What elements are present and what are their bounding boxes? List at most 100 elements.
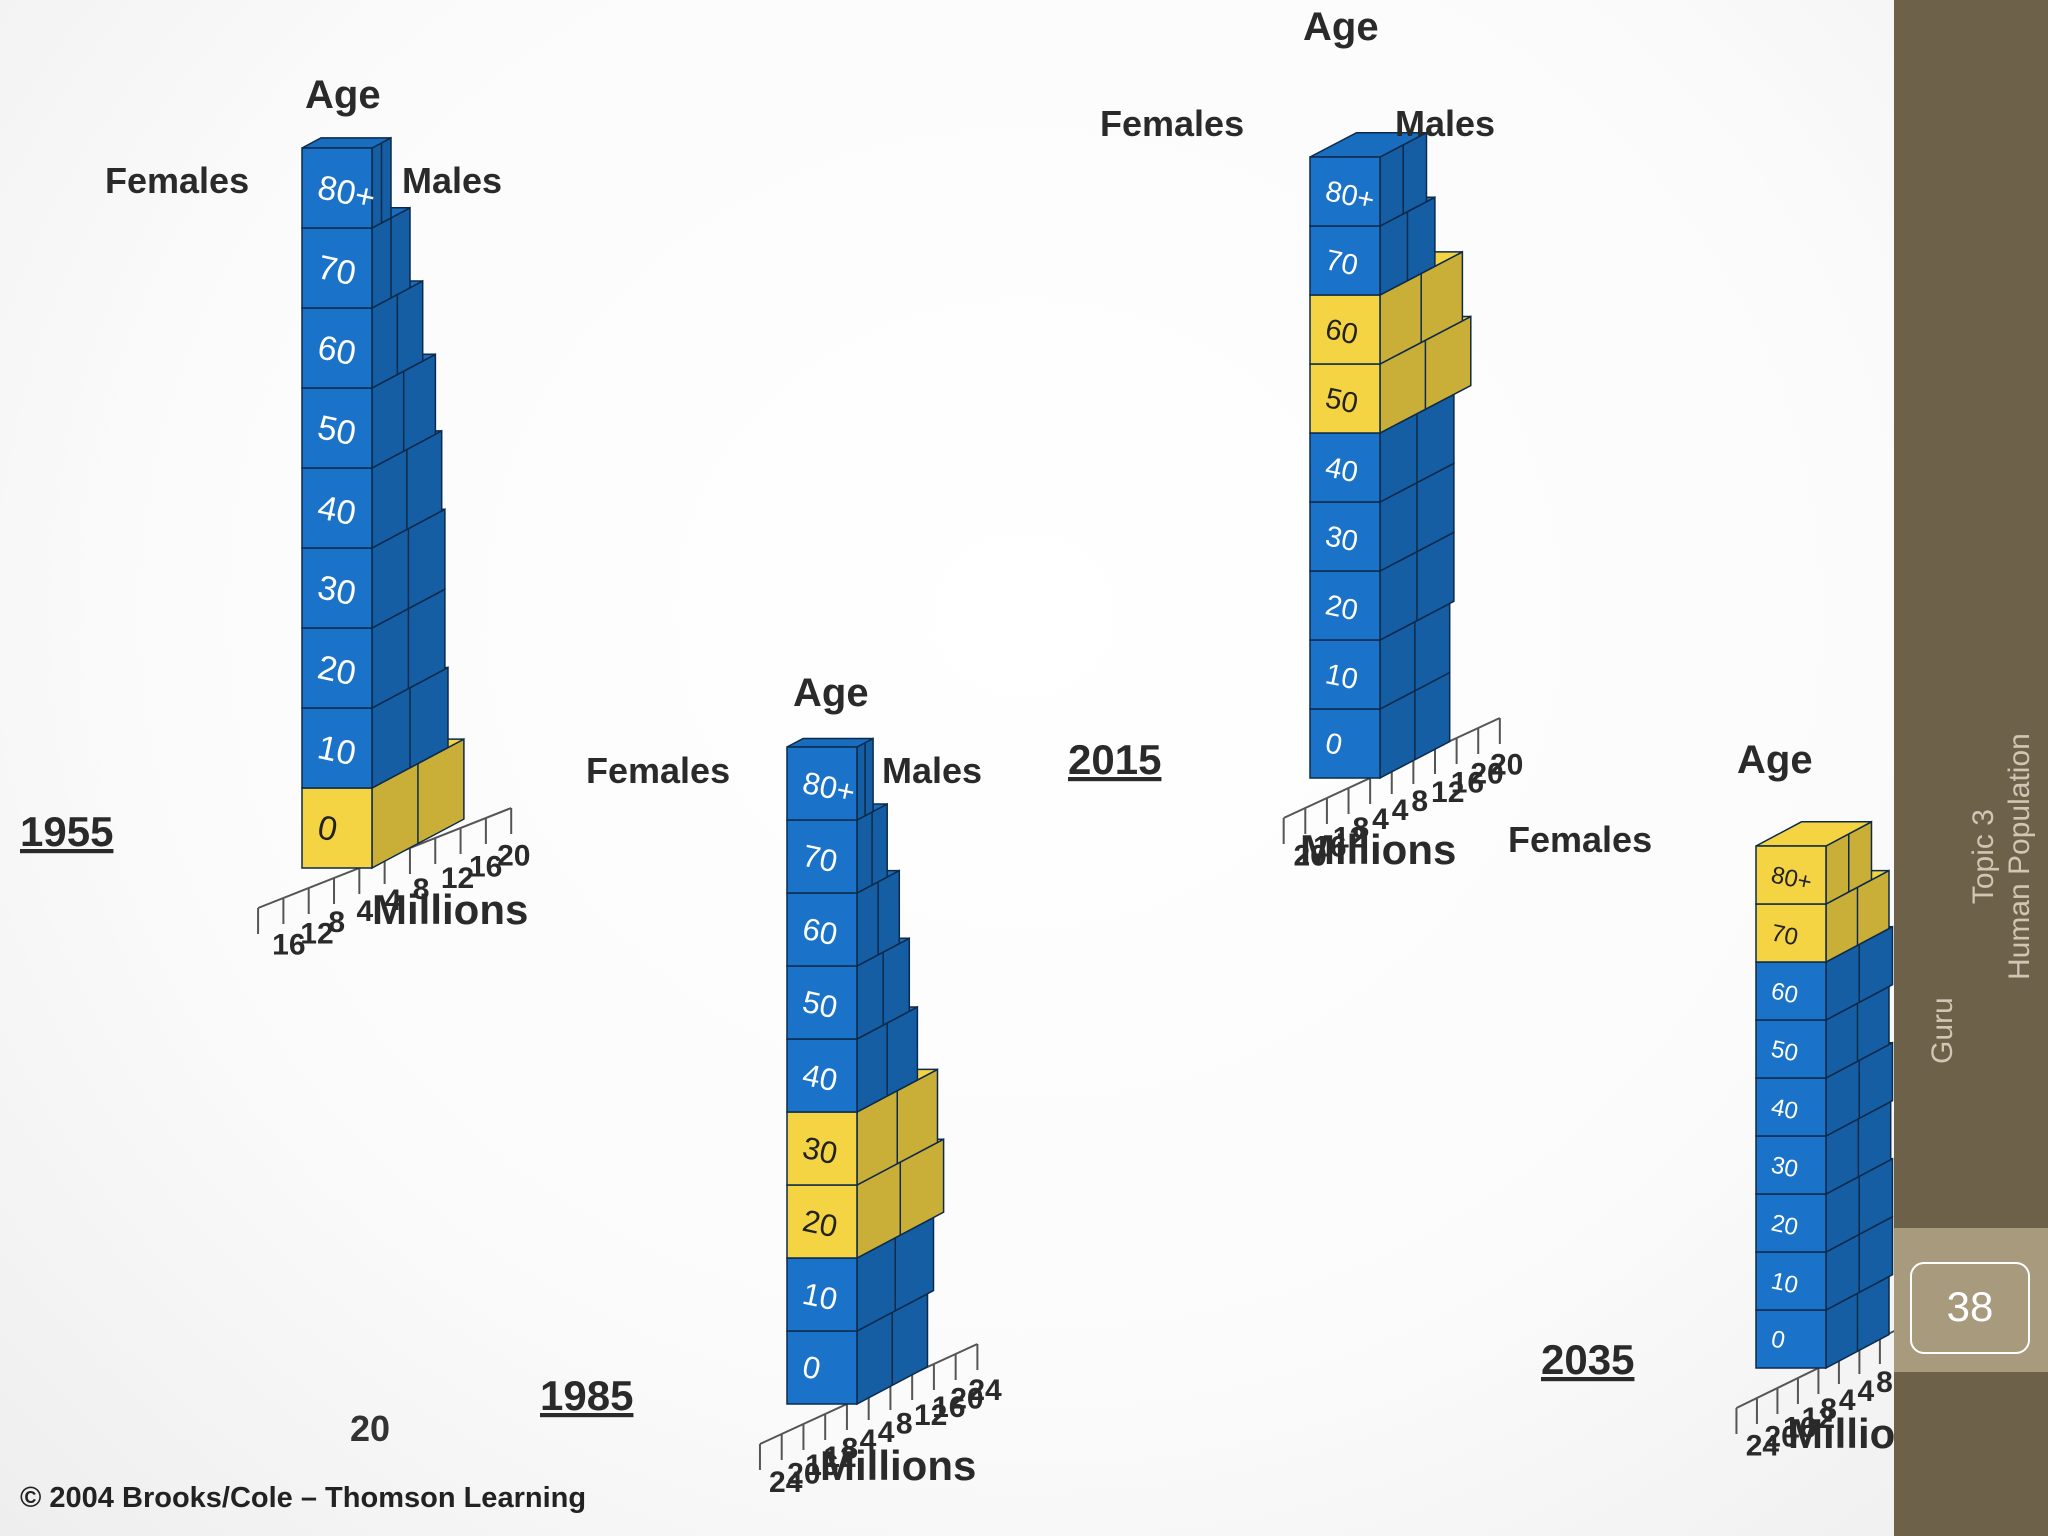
x-tick-label-1985: 4: [860, 1424, 877, 1457]
tick-label-age-2035-30: 30: [1769, 1151, 1801, 1183]
x-tick-label-2035: 12: [1802, 1402, 1835, 1435]
sidebar-subtitle: Human Population: [2003, 733, 2036, 980]
bar-front-2015-0: [1309, 708, 1381, 779]
tick-label-age-2015-20: 20: [1323, 589, 1361, 627]
stray-label: 20: [350, 1408, 391, 1449]
x-tick-label-1955: 4: [357, 895, 374, 928]
x-tick-label-1955: 8: [413, 873, 430, 906]
millions-label-2015: Millions: [1300, 826, 1456, 873]
x-tick-label-2015: 16: [1451, 767, 1484, 800]
bar-front-1985-80+: [786, 746, 858, 821]
x-tick-label-2015: 20: [1294, 839, 1327, 872]
bar-1955-80+: 80+: [301, 136, 392, 230]
males-label-1955: Males: [402, 160, 502, 201]
x-tick-label-1985: 4: [878, 1416, 895, 1449]
x-tick-label-1955: 16: [469, 851, 502, 884]
age-title-2035: Age: [1737, 738, 1813, 782]
x-tick-label-2015: 4: [1392, 794, 1409, 827]
x-tick-label-2015: 16: [1313, 830, 1346, 863]
x-tick-label-2015: 12: [1431, 776, 1464, 809]
year-label-1955: 1955: [20, 808, 113, 855]
page-number-frame: [1910, 1262, 2030, 1354]
millions-label-1985: Millions: [820, 1442, 976, 1489]
age-title-1985: Age: [793, 671, 869, 715]
x-tick-label-2015: 20: [1490, 749, 1523, 782]
x-tick-label-1985: 12: [914, 1399, 947, 1432]
x-tick-label-2035: 24: [1746, 1429, 1780, 1462]
tick-label-age-2015-60: 60: [1323, 313, 1361, 351]
males-label-2015: Males: [1395, 103, 1495, 144]
tick-label-age-1985-10: 10: [800, 1276, 841, 1317]
x-tick-label-2015: 4: [1372, 803, 1389, 836]
bar-front-2035-80+: [1755, 845, 1827, 905]
x-tick-label-1955: 20: [497, 840, 530, 873]
x-tick-label-2015: 20: [1470, 758, 1503, 791]
bar-1985-50: 50: [786, 937, 911, 1041]
tick-label-age-2035-10: 10: [1769, 1267, 1801, 1299]
x-tick-label-1985: 8: [896, 1408, 913, 1441]
tick-label-age-2015-50: 50: [1323, 382, 1361, 420]
x-tick-label-1985: 20: [787, 1458, 820, 1491]
x-tick-label-1985: 16: [932, 1391, 965, 1424]
tick-label-age-1985-50: 50: [800, 984, 841, 1025]
tick-label-age-2035-20: 20: [1769, 1209, 1801, 1241]
x-tick-label-2015: 12: [1333, 821, 1366, 854]
x-tick-label-1985: 12: [823, 1441, 856, 1474]
pyramid-2035: 01020304050607080+2035AgeFemalesMalesMil…: [1508, 738, 1894, 1462]
sidebar-title: Topic 3 Human Population: [1966, 733, 2038, 980]
females-label-2015: Females: [1100, 103, 1244, 144]
bar-2035-0: 0: [1755, 1275, 1890, 1370]
x-tick-label-1955: 12: [300, 917, 333, 950]
page-number: 38: [1946, 1283, 1994, 1330]
millions-label-2035: Millions: [1788, 1410, 1894, 1457]
x-tick-label-2035: 4: [1858, 1375, 1875, 1408]
tick-label-age-1955-70: 70: [314, 248, 359, 293]
tick-label-age-2035-60: 60: [1769, 977, 1801, 1009]
year-label-1985: 1985: [540, 1372, 633, 1419]
bar-front-2035-0: [1755, 1309, 1827, 1369]
bar-1985-80+: 80+: [786, 737, 874, 822]
tick-label-age-2035-50: 50: [1769, 1035, 1801, 1067]
tick-label-age-1955-60: 60: [314, 328, 359, 373]
sidebar-topic: Topic 3: [1967, 809, 2000, 905]
tick-label-age-2035-0: 0: [1769, 1325, 1788, 1354]
tick-label-age-2015-70: 70: [1323, 244, 1361, 282]
females-label-2035: Females: [1508, 819, 1652, 860]
age-title-2015: Age: [1303, 5, 1379, 49]
males-label-1985: Males: [882, 750, 982, 791]
x-tick-label-2035: 16: [1783, 1411, 1816, 1444]
tick-label-age-1985-60: 60: [800, 911, 841, 952]
population-pyramids-chart: 0 10 20 30 40 50 60 70 80+ 1955 Age Females Males Mil…: [20, 5, 1894, 1499]
tick-label-age-2035-70: 70: [1769, 919, 1801, 951]
females-label-1985: Females: [586, 750, 730, 791]
tick-label-age-1955-30: 30: [314, 568, 359, 613]
bar-1955-40: 40: [301, 429, 443, 550]
bar-2015-80+: 80+: [1309, 131, 1428, 228]
x-tick-label-1985: 20: [950, 1383, 983, 1416]
tick-label-age-1985-30: 30: [800, 1130, 841, 1171]
x-tick-label-1955: 16: [272, 928, 305, 961]
x-tick-label-1955: 8: [328, 906, 345, 939]
bar-front-1985-0: [786, 1330, 858, 1405]
tick-label-age-2015-40: 40: [1323, 451, 1361, 489]
x-tick-label-1985: 8: [841, 1433, 858, 1466]
x-tick-label-2015: 8: [1411, 785, 1428, 818]
x-tick-label-1985: 16: [805, 1449, 838, 1482]
tick-label-age-1985-20: 20: [800, 1203, 841, 1244]
year-label-2035: 2035: [1541, 1336, 1634, 1383]
x-tick-label-2035: 8: [1820, 1393, 1837, 1426]
tick-label-age-2035-40: 40: [1769, 1093, 1801, 1125]
tick-label-age-1955-20: 20: [314, 648, 359, 693]
x-tick-label-1955: 12: [441, 862, 474, 895]
sidebar-author: Guru: [1926, 997, 1959, 1064]
year-label-2015: 2015: [1068, 736, 1161, 783]
tick-label-age-1985-40: 40: [800, 1057, 841, 1098]
age-title-1955: Age: [305, 73, 381, 117]
bar-top-1985-80+: [786, 737, 874, 748]
bar-2035-60: 60: [1755, 925, 1894, 1022]
females-label-1955: Females: [105, 160, 249, 201]
bar-front-1955-80+: [301, 147, 373, 229]
x-tick-label-1985: 24: [769, 1466, 803, 1499]
